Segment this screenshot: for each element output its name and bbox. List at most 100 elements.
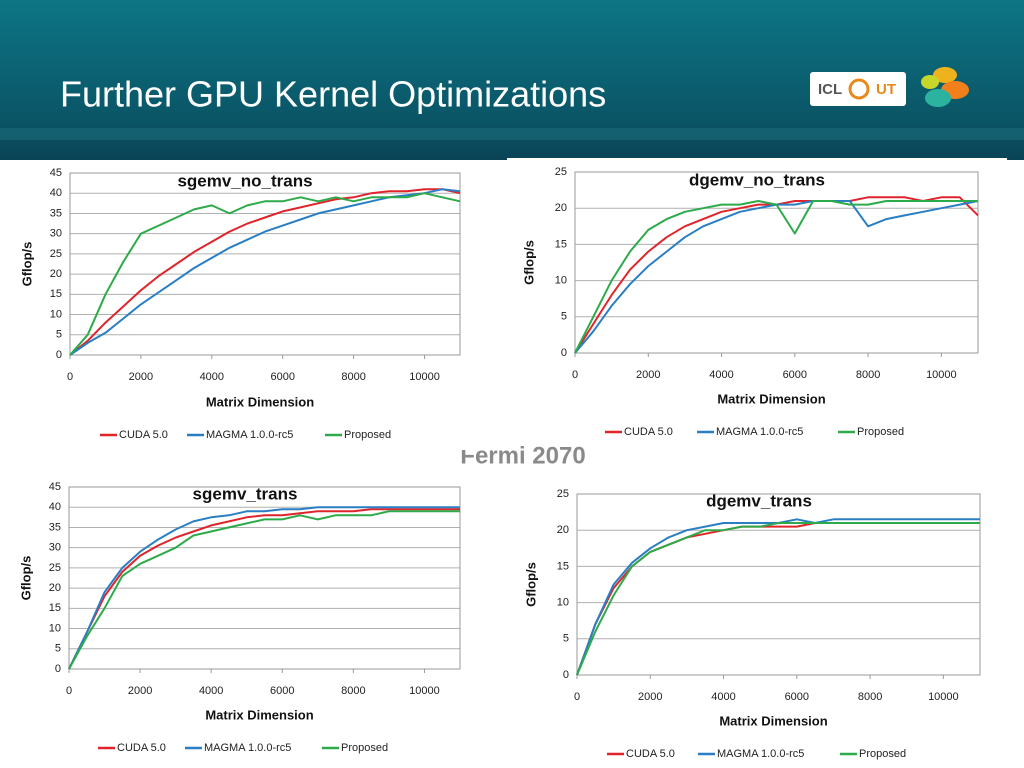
logo-text: ICL [818, 81, 842, 98]
legend-label: Proposed [859, 748, 906, 760]
y-tick-label: 0 [561, 347, 567, 359]
y-tick-label: 45 [50, 167, 62, 179]
y-tick-label: 15 [49, 602, 61, 614]
x-tick-label: 10000 [409, 685, 440, 697]
x-tick-label: 10000 [926, 369, 957, 381]
data-line [68, 510, 460, 670]
slide-title: Further GPU Kernel Optimizations [60, 74, 606, 115]
x-tick-label: 0 [66, 685, 72, 697]
legend-label: MAGMA 1.0.0-rc5 [717, 748, 804, 760]
chart-title: dgemv_trans [706, 491, 812, 510]
data-line [68, 506, 460, 670]
logo-shape [933, 67, 957, 83]
chart-title: dgemv_no_trans [689, 170, 825, 189]
logo-shape [921, 75, 939, 89]
x-tick-label: 8000 [856, 369, 880, 381]
y-tick-label: 35 [50, 207, 62, 219]
y-axis-label: Gflop/s [19, 242, 34, 287]
y-tick-label: 35 [49, 521, 61, 533]
y-tick-label: 0 [55, 663, 61, 675]
y-tick-label: 0 [563, 669, 569, 681]
legend-label: MAGMA 1.0.0-rc5 [206, 429, 293, 441]
banner-stripe [0, 128, 1024, 140]
plot-border [69, 172, 461, 356]
legend-label: CUDA 5.0 [117, 742, 166, 754]
legend-label: MAGMA 1.0.0-rc5 [716, 426, 803, 438]
y-tick-label: 10 [49, 622, 61, 634]
x-tick-label: 8000 [341, 371, 365, 383]
plot-border [68, 486, 461, 670]
y-tick-label: 25 [50, 248, 62, 260]
y-tick-label: 20 [557, 524, 569, 536]
y-tick-label: 10 [50, 308, 62, 320]
logo-shape [925, 89, 951, 107]
y-tick-label: 25 [49, 562, 61, 574]
y-tick-label: 25 [557, 488, 569, 500]
x-tick-label: 4000 [200, 371, 224, 383]
x-tick-label: 8000 [341, 685, 365, 697]
x-axis-label: Matrix Dimension [719, 713, 827, 728]
y-tick-label: 30 [49, 542, 61, 554]
y-tick-label: 30 [50, 228, 62, 240]
legend-label: Proposed [341, 742, 388, 754]
x-tick-label: 2000 [128, 685, 152, 697]
x-tick-label: 4000 [199, 685, 223, 697]
x-tick-label: 6000 [783, 369, 807, 381]
y-tick-label: 15 [557, 560, 569, 572]
x-tick-label: 4000 [711, 691, 735, 703]
logo-text: UT [876, 81, 896, 98]
logo-ring [848, 78, 870, 100]
x-tick-label: 2000 [638, 691, 662, 703]
x-tick-label: 8000 [858, 691, 882, 703]
y-tick-label: 25 [555, 166, 567, 178]
chart-panel [4, 475, 476, 765]
data-line [69, 192, 461, 356]
x-tick-label: 6000 [785, 691, 809, 703]
x-axis-label: Matrix Dimension [717, 391, 825, 406]
x-tick-label: 4000 [709, 369, 733, 381]
y-tick-label: 20 [49, 582, 61, 594]
y-tick-label: 5 [561, 311, 567, 323]
legend-label: CUDA 5.0 [624, 426, 673, 438]
chart-title: sgemv_trans [193, 484, 298, 503]
legend-label: Proposed [857, 426, 904, 438]
y-axis-label: Gflop/s [523, 562, 538, 607]
y-tick-label: 20 [555, 202, 567, 214]
legend-label: CUDA 5.0 [626, 748, 675, 760]
x-tick-label: 2000 [129, 371, 153, 383]
y-tick-label: 45 [49, 481, 61, 493]
data-line [574, 200, 978, 354]
y-tick-label: 5 [563, 633, 569, 645]
y-tick-label: 5 [56, 329, 62, 341]
data-line [576, 522, 980, 676]
data-line [69, 188, 461, 356]
x-tick-label: 0 [574, 691, 580, 703]
logo-box [810, 72, 906, 106]
subtitle: Fermi 2070 [460, 442, 585, 469]
y-tick-label: 15 [50, 288, 62, 300]
y-tick-label: 0 [56, 349, 62, 361]
y-tick-label: 40 [49, 501, 61, 513]
x-axis-label: Matrix Dimension [206, 394, 314, 409]
legend-label: CUDA 5.0 [119, 429, 168, 441]
y-axis-label: Gflop/s [18, 556, 33, 601]
plot-border [574, 171, 979, 354]
x-tick-label: 0 [67, 371, 73, 383]
y-tick-label: 10 [555, 275, 567, 287]
y-tick-label: 5 [55, 643, 61, 655]
x-tick-label: 10000 [928, 691, 959, 703]
data-line [68, 508, 460, 670]
y-axis-label: Gflop/s [521, 240, 536, 285]
legend-label: Proposed [344, 429, 391, 441]
y-tick-label: 20 [50, 268, 62, 280]
legend-label: MAGMA 1.0.0-rc5 [204, 742, 291, 754]
plot-border [576, 493, 981, 676]
x-tick-label: 10000 [409, 371, 440, 383]
x-tick-label: 6000 [270, 371, 294, 383]
x-tick-label: 0 [572, 369, 578, 381]
y-tick-label: 15 [555, 238, 567, 250]
x-tick-label: 6000 [270, 685, 294, 697]
y-tick-label: 10 [557, 597, 569, 609]
